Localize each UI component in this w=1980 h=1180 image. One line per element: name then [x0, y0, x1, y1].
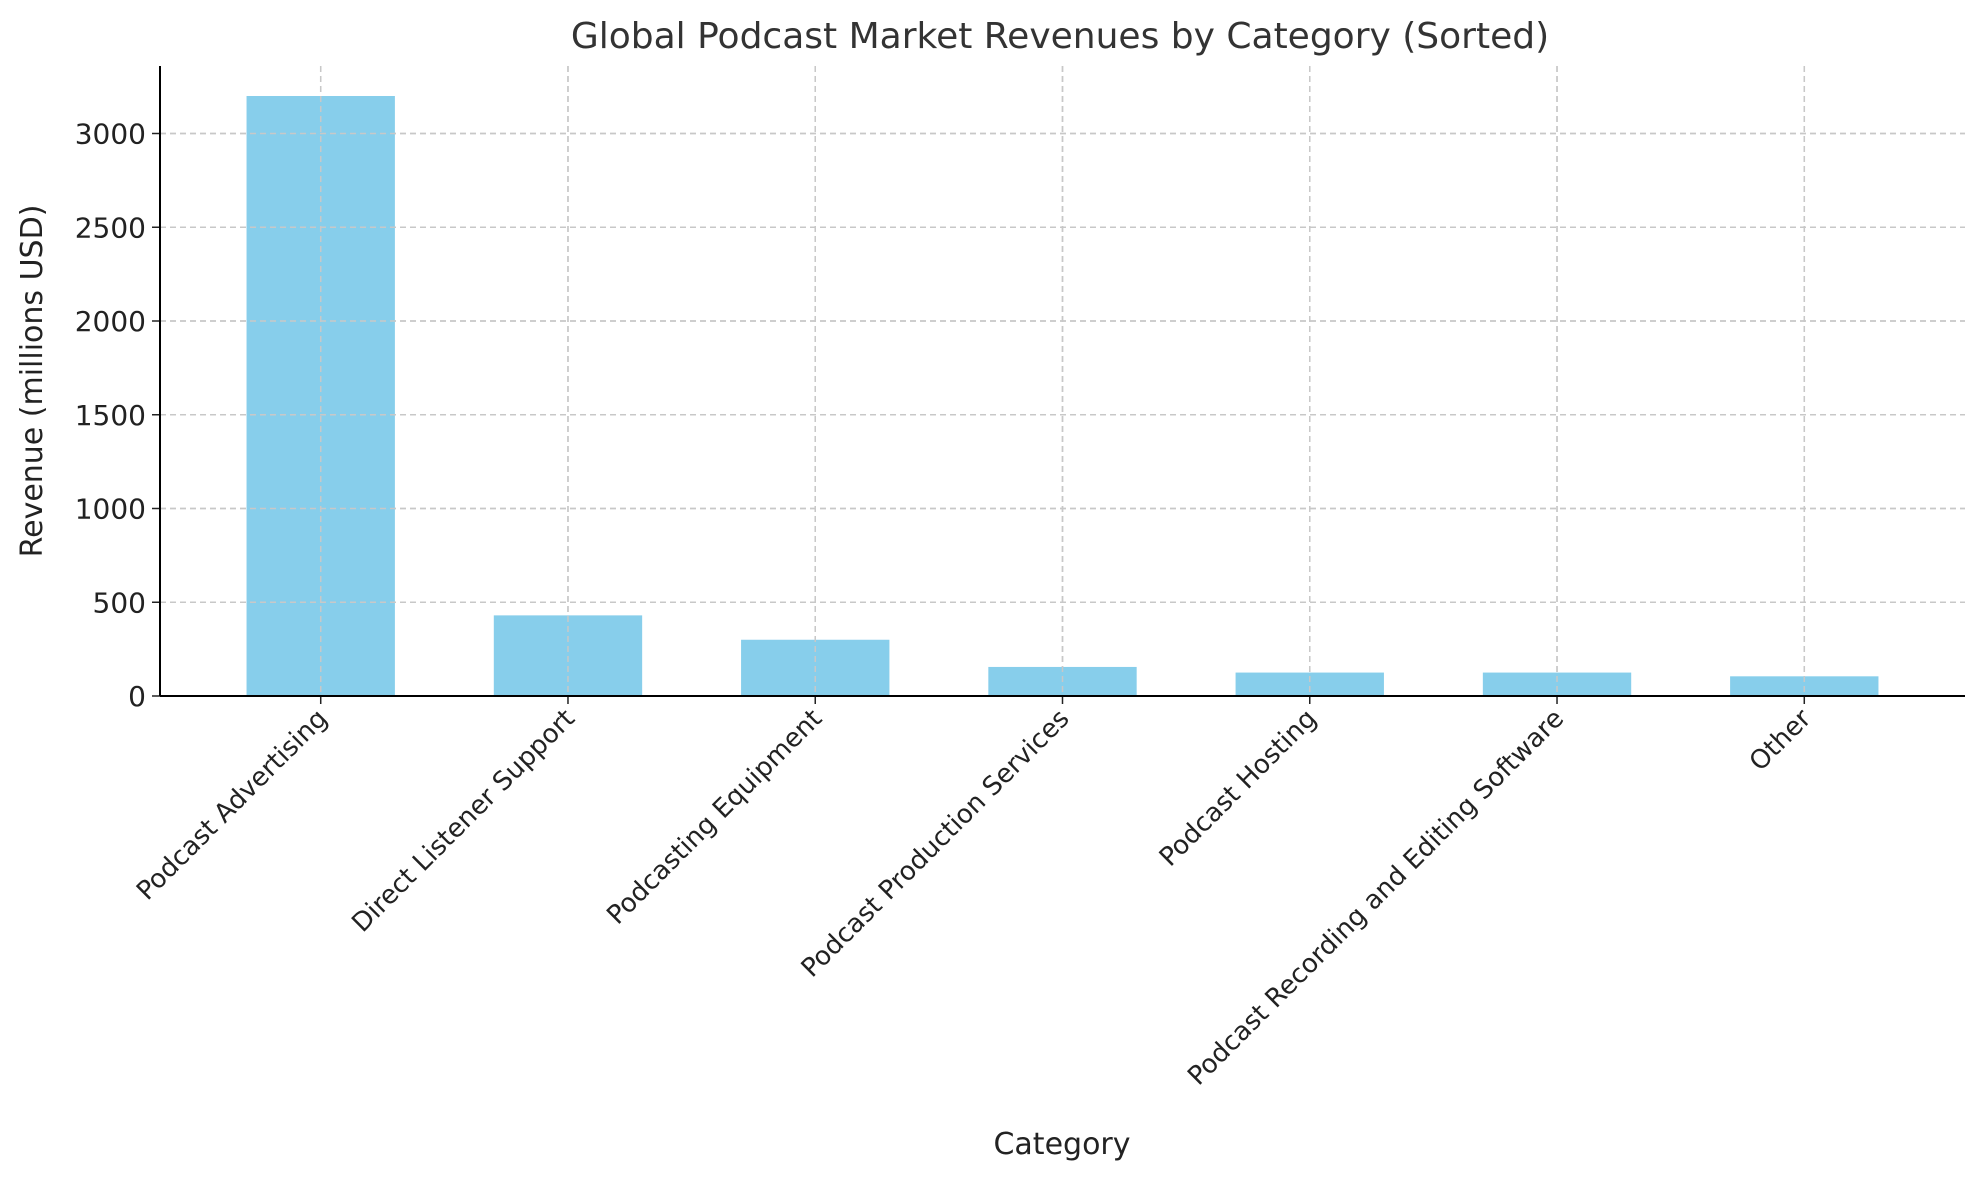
- bars: [160, 66, 1965, 697]
- chart-title: Global Podcast Market Revenues by Catego…: [571, 16, 1549, 57]
- y-tick-label: 500: [93, 586, 146, 619]
- y-tick-label: 1000: [75, 493, 146, 526]
- y-tick-label: 1500: [75, 399, 146, 432]
- x-tick-label: Direct Listener Support: [346, 704, 581, 939]
- y-tick-label: 2500: [75, 211, 146, 244]
- y-tick-label: 3000: [75, 118, 146, 151]
- y-axis-label: Revenue (millions USD): [15, 205, 50, 558]
- x-axis-label: Category: [993, 1127, 1130, 1162]
- x-tick-label: Podcast Recording and Editing Software: [1182, 704, 1570, 1092]
- bar: [1482, 672, 1632, 696]
- x-tick-label: Podcasting Equipment: [601, 704, 828, 931]
- x-tick-label: Other: [1744, 704, 1818, 778]
- y-tick-label: 2000: [75, 305, 146, 338]
- x-tick-label: Podcast Advertising: [131, 704, 334, 907]
- x-tick-label: Podcast Hosting: [1154, 704, 1323, 873]
- y-tick-label: 0: [128, 680, 146, 713]
- bar: [1235, 672, 1384, 696]
- x-tick-label: Podcast Production Services: [796, 704, 1076, 984]
